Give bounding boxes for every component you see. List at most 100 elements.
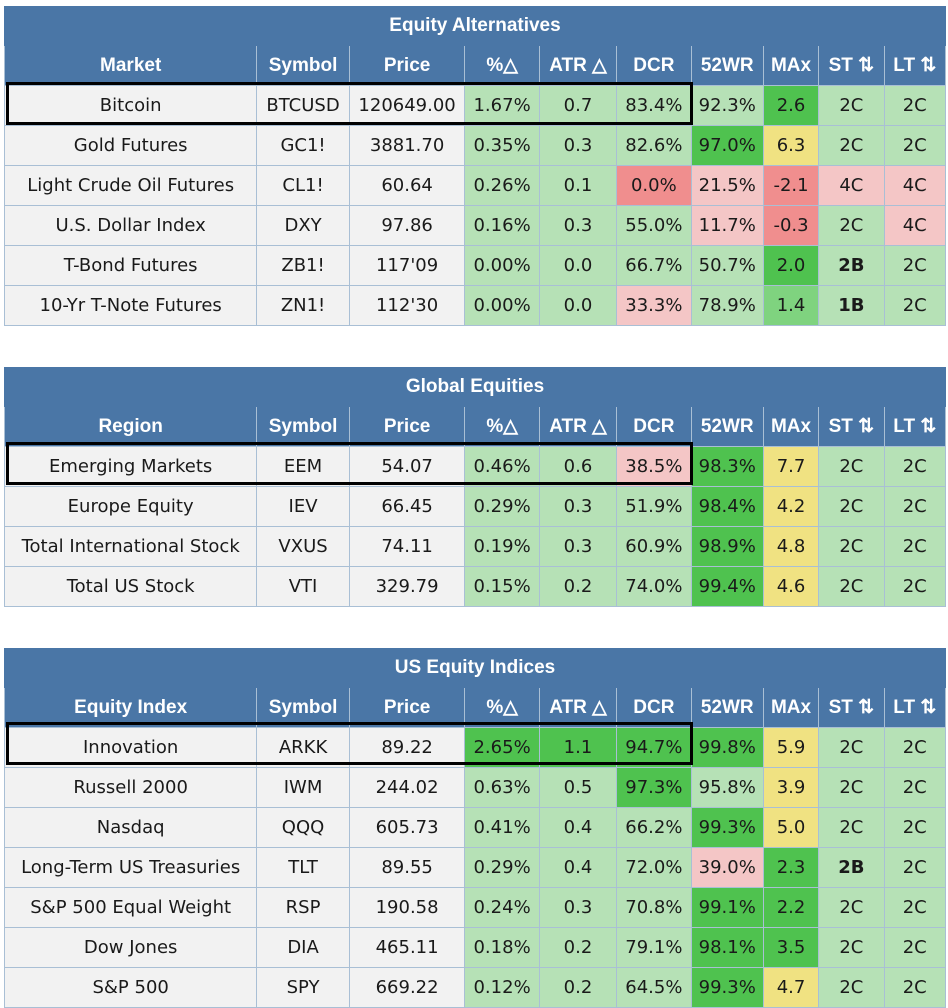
52wr-cell: 39.0% <box>690 847 764 888</box>
lt-trend-cell: 2C <box>883 285 947 326</box>
market-name: S&P 500 Equal Weight <box>3 887 258 928</box>
market-dashboard: Equity Alternatives Market Symbol Price … <box>3 6 947 1008</box>
table-row-europe-equity[interactable]: Europe Equity IEV 66.45 0.29% 0.3 51.9% … <box>3 486 947 527</box>
table-row-dow-jones[interactable]: Dow Jones DIA 465.11 0.18% 0.2 79.1% 98.… <box>3 927 947 968</box>
column-header-max[interactable]: MAx <box>762 45 820 86</box>
table-row-us-dollar-index[interactable]: U.S. Dollar Index DXY 97.86 0.16% 0.3 55… <box>3 205 947 246</box>
pct-change-cell: 0.19% <box>464 526 540 567</box>
section-title-equity-alternatives: Equity Alternatives <box>4 6 946 46</box>
column-header-atr-change[interactable]: ATR △ <box>538 406 618 447</box>
market-name: Innovation <box>3 727 258 768</box>
max-cell: 6.3 <box>762 125 820 166</box>
dcr-cell: 82.6% <box>616 125 692 166</box>
symbol-cell: DIA <box>256 927 350 968</box>
max-cell: 2.0 <box>762 245 820 286</box>
max-cell: 2.6 <box>762 85 820 126</box>
column-header-region[interactable]: Region <box>3 406 258 447</box>
52wr-cell: 78.9% <box>690 285 764 326</box>
lt-trend-cell: 2C <box>883 446 947 487</box>
column-header-max[interactable]: MAx <box>762 687 820 728</box>
st-trend-cell: 2C <box>818 887 885 928</box>
symbol-cell: VXUS <box>256 526 350 567</box>
column-header-dcr[interactable]: DCR <box>616 687 692 728</box>
column-header-st-trend[interactable]: ST ⇅ <box>818 687 885 728</box>
column-header-st-trend[interactable]: ST ⇅ <box>818 406 885 447</box>
pct-change-cell: 0.41% <box>464 807 540 848</box>
dcr-cell: 74.0% <box>616 566 692 607</box>
column-header-pct-change[interactable]: %△ <box>464 45 540 86</box>
market-name: Gold Futures <box>3 125 258 166</box>
column-header-symbol[interactable]: Symbol <box>256 45 350 86</box>
table-row-sp500-equal-weight[interactable]: S&P 500 Equal Weight RSP 190.58 0.24% 0.… <box>3 887 947 928</box>
column-header-atr-change[interactable]: ATR △ <box>538 687 618 728</box>
table-row-total-international-stock[interactable]: Total International Stock VXUS 74.11 0.1… <box>3 526 947 567</box>
column-header-price[interactable]: Price <box>348 406 466 447</box>
column-header-lt-trend[interactable]: LT ⇅ <box>883 45 947 86</box>
price-cell: 74.11 <box>348 526 466 567</box>
lt-trend-cell: 2C <box>883 927 947 968</box>
pct-change-cell: 0.00% <box>464 245 540 286</box>
column-header-atr-change[interactable]: ATR △ <box>538 45 618 86</box>
table-row-gold-futures[interactable]: Gold Futures GC1! 3881.70 0.35% 0.3 82.6… <box>3 125 947 166</box>
table-row-t-bond-futures[interactable]: T-Bond Futures ZB1! 117'09 0.00% 0.0 66.… <box>3 245 947 286</box>
atr-change-cell: 0.3 <box>538 526 618 567</box>
table-row-emerging-markets[interactable]: Emerging Markets EEM 54.07 0.46% 0.6 38.… <box>3 446 947 487</box>
column-header-dcr[interactable]: DCR <box>616 406 692 447</box>
column-header-market[interactable]: Market <box>3 45 258 86</box>
symbol-cell: TLT <box>256 847 350 888</box>
52wr-cell: 92.3% <box>690 85 764 126</box>
st-trend-cell: 2C <box>818 205 885 246</box>
table-row-russell-2000[interactable]: Russell 2000 IWM 244.02 0.63% 0.5 97.3% … <box>3 767 947 808</box>
column-header-lt-trend[interactable]: LT ⇅ <box>883 406 947 447</box>
column-header-dcr[interactable]: DCR <box>616 45 692 86</box>
st-trend-cell: 2B <box>818 847 885 888</box>
table-row-10yr-t-note-futures[interactable]: 10-Yr T-Note Futures ZN1! 112'30 0.00% 0… <box>3 285 947 326</box>
column-header-price[interactable]: Price <box>348 687 466 728</box>
column-header-52wr[interactable]: 52WR <box>690 45 764 86</box>
table-row-sp500[interactable]: S&P 500 SPY 669.22 0.12% 0.2 64.5% 99.3%… <box>3 967 947 1008</box>
pct-change-cell: 0.24% <box>464 887 540 928</box>
market-name: S&P 500 <box>3 967 258 1008</box>
lt-trend-cell: 2C <box>883 847 947 888</box>
table-row-total-us-stock[interactable]: Total US Stock VTI 329.79 0.15% 0.2 74.0… <box>3 566 947 607</box>
table-row-bitcoin[interactable]: Bitcoin BTCUSD 120649.00 1.67% 0.7 83.4%… <box>3 85 947 126</box>
column-header-price[interactable]: Price <box>348 45 466 86</box>
column-header-symbol[interactable]: Symbol <box>256 687 350 728</box>
table-row-long-term-us-treasuries[interactable]: Long-Term US Treasuries TLT 89.55 0.29% … <box>3 847 947 888</box>
st-trend-cell: 2C <box>818 566 885 607</box>
column-header-lt-trend[interactable]: LT ⇅ <box>883 687 947 728</box>
pct-change-cell: 0.00% <box>464 285 540 326</box>
atr-change-cell: 0.3 <box>538 887 618 928</box>
column-header-max[interactable]: MAx <box>762 406 820 447</box>
column-header-52wr[interactable]: 52WR <box>690 687 764 728</box>
pct-change-cell: 0.29% <box>464 486 540 527</box>
52wr-cell: 99.3% <box>690 807 764 848</box>
atr-change-cell: 0.0 <box>538 285 618 326</box>
table-row-nasdaq[interactable]: Nasdaq QQQ 605.73 0.41% 0.4 66.2% 99.3% … <box>3 807 947 848</box>
column-header-equity-index[interactable]: Equity Index <box>3 687 258 728</box>
52wr-cell: 99.3% <box>690 967 764 1008</box>
st-trend-cell: 2C <box>818 125 885 166</box>
column-header-52wr[interactable]: 52WR <box>690 406 764 447</box>
column-header-st-trend[interactable]: ST ⇅ <box>818 45 885 86</box>
price-cell: 66.45 <box>348 486 466 527</box>
market-name: Long-Term US Treasuries <box>3 847 258 888</box>
dcr-cell: 33.3% <box>616 285 692 326</box>
column-header-pct-change[interactable]: %△ <box>464 406 540 447</box>
st-trend-cell: 2C <box>818 446 885 487</box>
dcr-cell: 83.4% <box>616 85 692 126</box>
symbol-cell: IWM <box>256 767 350 808</box>
table-row-innovation[interactable]: Innovation ARKK 89.22 2.65% 1.1 94.7% 99… <box>3 727 947 768</box>
max-cell: 2.3 <box>762 847 820 888</box>
price-cell: 329.79 <box>348 566 466 607</box>
column-header-pct-change[interactable]: %△ <box>464 687 540 728</box>
st-trend-cell: 2C <box>818 807 885 848</box>
pct-change-cell: 0.16% <box>464 205 540 246</box>
column-header-symbol[interactable]: Symbol <box>256 406 350 447</box>
symbol-cell: RSP <box>256 887 350 928</box>
max-cell: 5.0 <box>762 807 820 848</box>
st-trend-cell: 2C <box>818 526 885 567</box>
lt-trend-cell: 4C <box>883 165 947 206</box>
table-row-light-crude-oil-futures[interactable]: Light Crude Oil Futures CL1! 60.64 0.26%… <box>3 165 947 206</box>
max-cell: -2.1 <box>762 165 820 206</box>
